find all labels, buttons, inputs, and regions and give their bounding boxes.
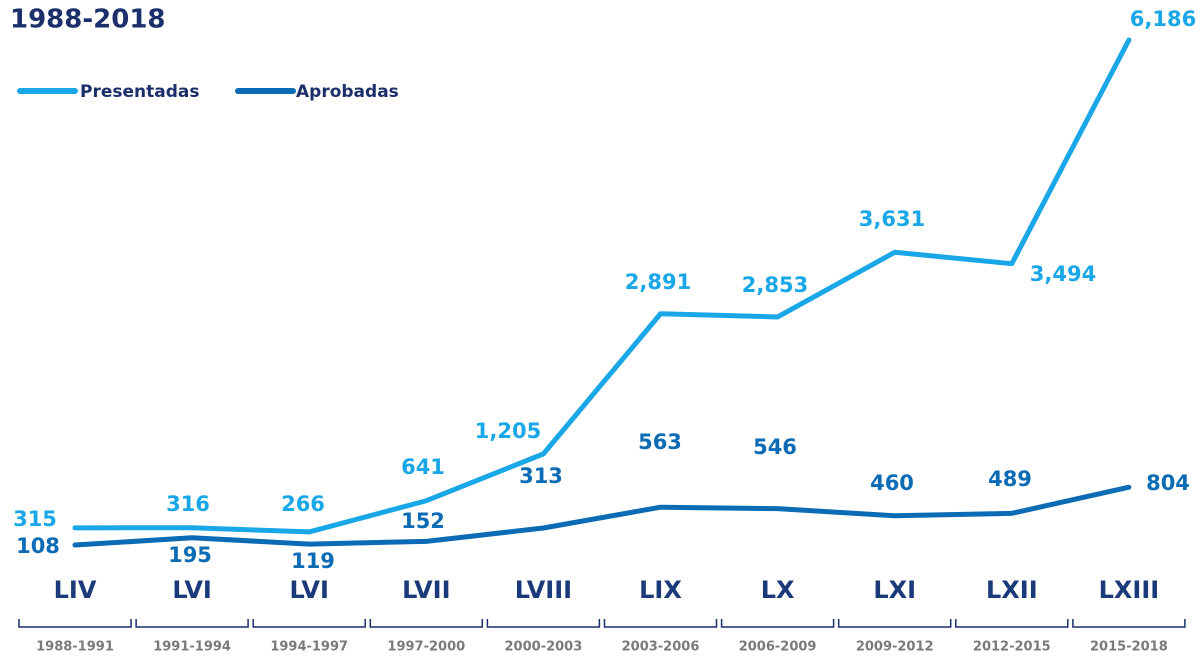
period-label: 1988-1991 xyxy=(36,640,114,655)
data-label: 119 xyxy=(291,549,335,573)
category-label: LXI xyxy=(873,576,916,604)
category-label: LIX xyxy=(639,576,682,604)
category-label: LVI xyxy=(172,576,212,604)
data-label: 563 xyxy=(638,430,682,454)
period-bracket xyxy=(135,619,249,628)
series-line xyxy=(72,484,1132,548)
category-label: LIV xyxy=(54,576,97,604)
period-bracket xyxy=(603,619,718,628)
period-bracket xyxy=(955,619,1069,628)
data-label: 266 xyxy=(281,492,325,516)
data-label: 316 xyxy=(166,492,210,516)
period-label: 2006-2009 xyxy=(739,640,817,655)
category-label: LVIII xyxy=(515,576,572,604)
period-label: 2003-2006 xyxy=(622,640,700,655)
category-label: LXII xyxy=(986,576,1038,604)
period-label: 1997-2000 xyxy=(387,640,465,655)
period-bracket xyxy=(18,619,132,628)
period-label: 2015-2018 xyxy=(1090,640,1168,655)
period-bracket xyxy=(720,619,835,628)
category-label: LX xyxy=(761,576,795,604)
data-label: 3,631 xyxy=(859,207,925,231)
data-label: 152 xyxy=(401,509,445,533)
data-label: 1,205 xyxy=(475,419,541,443)
period-bracket xyxy=(369,619,484,628)
period-label: 2012-2015 xyxy=(973,640,1051,655)
data-label: 546 xyxy=(753,435,797,459)
data-label: 195 xyxy=(168,543,212,567)
data-label: 804 xyxy=(1146,471,1190,495)
data-label: 108 xyxy=(16,534,60,558)
chart-title: 1988-2018 xyxy=(10,5,166,35)
legend-label: Aprobadas xyxy=(296,82,399,102)
period-label: 1991-1994 xyxy=(153,640,231,655)
category-label: LXIII xyxy=(1099,576,1160,604)
data-label: 489 xyxy=(988,467,1032,491)
data-label: 6,186 xyxy=(1130,7,1196,31)
data-label: 2,853 xyxy=(742,273,808,297)
category-label: LVII xyxy=(402,576,450,604)
series-line xyxy=(72,37,1132,535)
category-label: LVI xyxy=(289,576,329,604)
data-label: 315 xyxy=(13,507,57,531)
legend-label: Presentadas xyxy=(80,82,199,102)
period-bracket xyxy=(486,619,601,628)
period-bracket xyxy=(837,619,952,628)
data-label: 2,891 xyxy=(625,270,691,294)
data-label: 3,494 xyxy=(1030,262,1096,286)
period-bracket xyxy=(252,619,366,628)
data-label: 641 xyxy=(401,455,445,479)
period-bracket xyxy=(1072,619,1186,628)
period-label: 2009-2012 xyxy=(856,640,934,655)
data-label: 313 xyxy=(519,464,563,488)
period-label: 1994-1997 xyxy=(270,640,348,655)
period-label: 2000-2003 xyxy=(505,640,583,655)
data-label: 460 xyxy=(870,471,914,495)
